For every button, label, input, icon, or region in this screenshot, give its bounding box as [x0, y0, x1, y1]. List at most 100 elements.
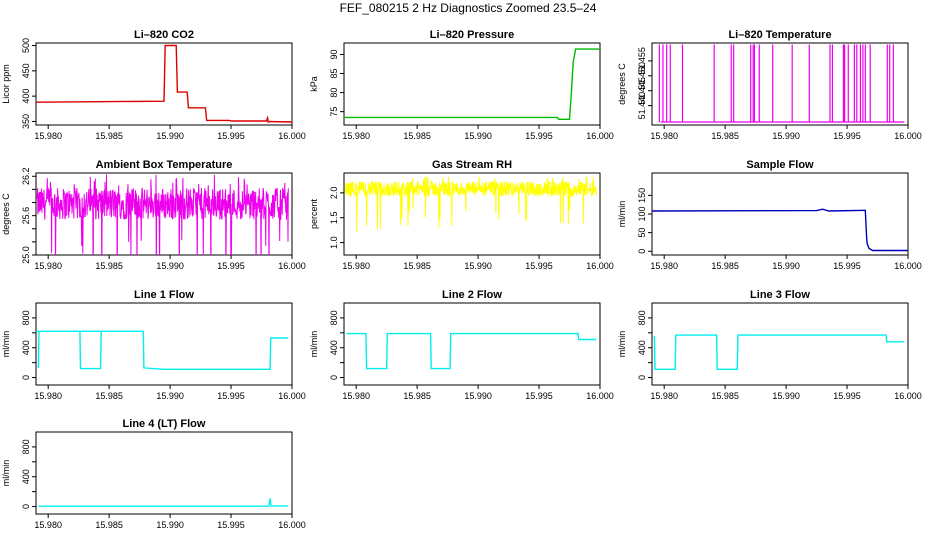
- x-tick-label: 15.980: [650, 261, 678, 271]
- series-group: [36, 44, 292, 124]
- panel-title: Gas Stream RH: [432, 159, 512, 171]
- x-tick-label: 15.985: [403, 391, 431, 401]
- y-tick-label: 400: [21, 469, 31, 484]
- y-tick-label: 400: [21, 89, 31, 104]
- plot-frame: [35, 302, 293, 386]
- series-group: [652, 208, 908, 252]
- y-axis-label: ml/min: [309, 331, 319, 358]
- series-line: [344, 176, 597, 233]
- x-tick-label: 15.990: [464, 391, 492, 401]
- y-tick-label: 2.0: [329, 187, 339, 200]
- panel-title: Li–820 Pressure: [430, 29, 514, 41]
- x-tick-label: 15.990: [772, 261, 800, 271]
- x-tick-label: 15.980: [34, 261, 62, 271]
- x-tick-label: 15.995: [217, 520, 245, 530]
- x-tick-label: 16.000: [894, 131, 922, 141]
- x-tick-label: 16.000: [894, 261, 922, 271]
- plot-frame: [35, 172, 293, 256]
- x-tick-label: 15.980: [650, 391, 678, 401]
- x-tick-label: 15.985: [711, 261, 739, 271]
- y-tick-label: 90: [329, 49, 339, 59]
- series-group: [38, 498, 289, 507]
- x-tick-label: 15.980: [342, 391, 370, 401]
- x-tick-label: 15.980: [342, 131, 370, 141]
- series-line: [344, 48, 600, 121]
- x-tick-label: 15.985: [95, 131, 123, 141]
- y-tick-label: 1.0: [329, 236, 339, 249]
- x-tick-label: 15.995: [525, 131, 553, 141]
- y-tick-label: 85: [329, 69, 339, 79]
- x-tick-label: 15.980: [34, 391, 62, 401]
- x-tick-label: 16.000: [278, 261, 306, 271]
- chart-panel-8: Line 2 Flow 15.980 15.985 15.990 15.995 16.00…: [309, 289, 614, 401]
- y-tick-label: 100: [637, 206, 647, 221]
- y-tick-label: 51.440: [637, 92, 647, 120]
- series-group: [346, 332, 597, 370]
- x-tick-label: 16.000: [278, 131, 306, 141]
- x-tick-label: 15.995: [217, 261, 245, 271]
- x-tick-label: 16.000: [278, 391, 306, 401]
- y-tick-label: 800: [21, 310, 31, 325]
- x-tick-label: 15.990: [772, 131, 800, 141]
- x-tick-label: 15.990: [156, 131, 184, 141]
- series-line: [36, 174, 289, 255]
- x-tick-label: 16.000: [894, 391, 922, 401]
- x-tick-label: 15.995: [217, 391, 245, 401]
- x-tick-label: 15.980: [34, 131, 62, 141]
- y-tick-label: 400: [329, 340, 339, 355]
- y-axis-label: degrees C: [617, 63, 627, 105]
- y-tick-label: 400: [637, 340, 647, 355]
- x-tick-label: 15.990: [156, 391, 184, 401]
- y-axis-label: ml/min: [617, 201, 627, 228]
- series-line: [652, 208, 908, 252]
- series-line: [36, 330, 289, 370]
- x-tick-label: 15.990: [156, 261, 184, 271]
- y-tick-label: 0: [21, 504, 31, 509]
- plot-frame: [651, 302, 909, 386]
- x-tick-label: 15.985: [95, 261, 123, 271]
- x-tick-label: 15.995: [525, 391, 553, 401]
- x-tick-label: 16.000: [586, 261, 614, 271]
- y-tick-label: 500: [21, 38, 31, 53]
- y-tick-label: 800: [637, 310, 647, 325]
- x-tick-label: 15.995: [833, 131, 861, 141]
- chart-panel-7: Line 1 Flow 15.980 15.985 15.990 15.995 16.00…: [1, 289, 306, 401]
- series-group: [36, 330, 289, 370]
- series-line: [653, 334, 905, 370]
- y-tick-label: 800: [21, 439, 31, 454]
- y-tick-label: 51.450: [637, 62, 647, 90]
- figure-title: FEF_080215 2 Hz Diagnostics Zoomed 23.5–…: [339, 1, 597, 15]
- panel-title: Line 3 Flow: [750, 289, 810, 301]
- y-tick-label: 26.2: [21, 168, 31, 186]
- y-tick-label: 1.5: [329, 211, 339, 224]
- chart-panel-4: Ambient Box Temperature 15.980 15.985 15.99…: [1, 159, 306, 271]
- chart-panel-9: Line 3 Flow 15.980 15.985 15.990 15.995 16.00…: [617, 289, 922, 401]
- chart-panel-2: Li–820 Pressure 15.980 15.985 15.990 15.995 1…: [309, 29, 614, 141]
- x-tick-label: 15.995: [833, 261, 861, 271]
- chart-panel-6: Sample Flow 15.980 15.985 15.990 15.995 16.00…: [617, 159, 922, 271]
- x-tick-label: 15.985: [711, 391, 739, 401]
- x-tick-label: 15.995: [525, 261, 553, 271]
- y-axis-label: ml/min: [1, 460, 11, 487]
- y-tick-label: 400: [21, 340, 31, 355]
- x-tick-label: 15.995: [217, 131, 245, 141]
- x-tick-label: 15.980: [342, 261, 370, 271]
- plot-frame: [651, 42, 909, 126]
- plot-frame: [343, 172, 601, 256]
- x-tick-label: 15.985: [403, 261, 431, 271]
- plot-frame: [651, 172, 909, 256]
- plot-frame: [35, 42, 293, 126]
- series-group: [658, 44, 905, 123]
- y-tick-label: 75: [329, 107, 339, 117]
- y-tick-label: 51.445: [637, 77, 647, 105]
- panel-title: Sample Flow: [746, 159, 814, 171]
- x-tick-label: 16.000: [586, 391, 614, 401]
- panel-title: Line 2 Flow: [442, 289, 502, 301]
- x-tick-label: 15.985: [95, 391, 123, 401]
- series-line: [346, 332, 597, 370]
- y-axis-label: Licor ppm: [1, 64, 11, 104]
- x-tick-label: 15.980: [34, 520, 62, 530]
- y-tick-label: 350: [21, 114, 31, 129]
- y-tick-label: 50: [637, 228, 647, 238]
